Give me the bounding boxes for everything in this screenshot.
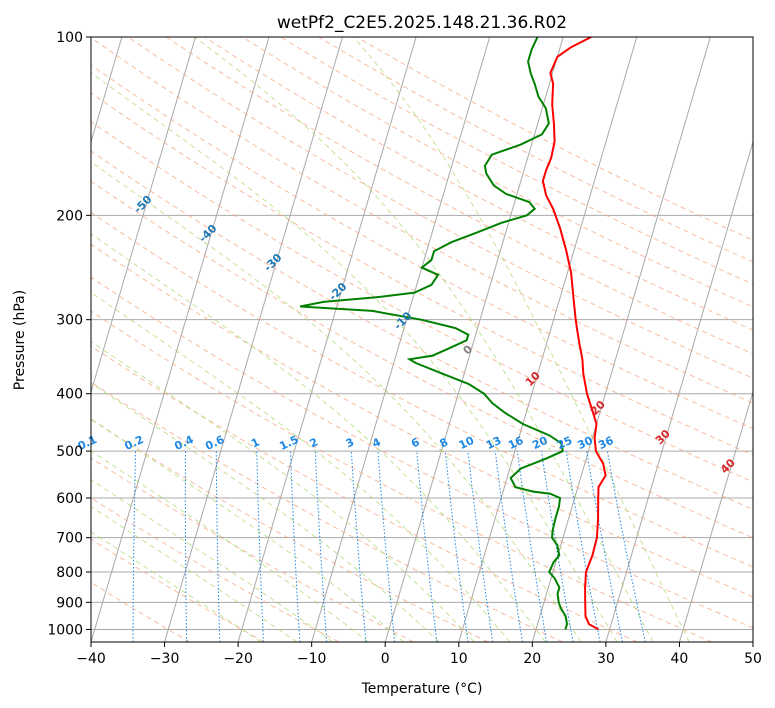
grid-layer — [91, 37, 753, 642]
moist-adiabat-line — [91, 479, 333, 642]
mixing-ratio-line — [290, 451, 301, 642]
dry-adiabat-line — [91, 345, 638, 642]
moist-adiabat-line — [91, 233, 546, 642]
dry-adiabat-line — [204, 37, 753, 331]
moist-adiabat-line — [91, 450, 369, 642]
dry-adiabat-line — [91, 150, 753, 510]
mixing-ratio-label: 10 — [457, 434, 477, 452]
x-tick-label: −40 — [76, 651, 106, 667]
temperature-profile-line — [541, 37, 607, 631]
dry-adiabat-line — [91, 581, 190, 642]
dewpoint-profile-line — [299, 37, 569, 630]
y-tick-label: 300 — [56, 313, 83, 329]
moist-adiabat-line — [91, 418, 404, 642]
isotherm-line — [237, 37, 417, 642]
moist-adiabat-line — [91, 505, 298, 642]
y-tick-label: 200 — [56, 208, 83, 224]
isotherm-line — [531, 37, 711, 642]
y-tick-label: 400 — [56, 387, 83, 403]
isotherm-line — [164, 37, 344, 642]
y-tick-label: 1000 — [47, 622, 83, 638]
dry-adiabat-line — [91, 92, 753, 456]
isotherm-line — [91, 37, 270, 642]
moist-adiabat-line — [91, 531, 262, 642]
y-tick-label: 700 — [56, 531, 83, 547]
mixing-ratio-label: 20 — [530, 434, 550, 452]
mixing-ratio-line — [215, 451, 221, 642]
mixing-ratio-label: 25 — [555, 434, 574, 452]
x-tick-label: 10 — [450, 651, 468, 667]
mixing-ratio-label: 13 — [484, 434, 503, 452]
y-tick-label: 600 — [56, 491, 83, 507]
y-axis-label: Pressure (hPa) — [12, 290, 28, 390]
mixing-ratio-line — [377, 451, 396, 642]
axes-layer: −40 −30 −20 −10 0 10 20 30 40 50 1000 900 800 700 600 5… — [47, 30, 762, 667]
curves-layer — [299, 37, 607, 631]
dry-adiabat-line — [91, 243, 753, 598]
mixing-ratio-label: 16 — [506, 434, 526, 452]
dry-adiabat-line — [91, 310, 713, 642]
y-tick-label: 900 — [56, 595, 83, 611]
x-tick-label: −30 — [150, 651, 180, 667]
dry-adiabat-line — [91, 276, 753, 629]
dry-adiabat-line — [280, 37, 753, 285]
x-tick-label: 50 — [744, 651, 762, 667]
chart-title: wetPf2_C2E5.2025.148.21.36.R02 — [277, 13, 567, 33]
mixing-ratio-line — [256, 451, 264, 642]
mixing-ratio-line — [606, 451, 646, 642]
mixing-ratio-line — [132, 451, 137, 642]
mixing-ratio-label: 36 — [596, 434, 616, 452]
x-tick-label: −20 — [223, 651, 253, 667]
dry-adiabat-line — [165, 37, 753, 355]
dry-adiabat-line — [91, 457, 414, 642]
x-tick-label: 20 — [523, 651, 541, 667]
x-tick-label: 30 — [597, 651, 615, 667]
isotherm-line — [678, 390, 753, 642]
moist-adiabat-line — [91, 340, 475, 642]
x-tick-label: 40 — [670, 651, 688, 667]
x-tick-label: −10 — [297, 651, 327, 667]
mixing-ratio-line — [314, 451, 328, 642]
moist-adiabat-line — [91, 161, 582, 642]
mixing-ratio-label: 30 — [575, 434, 595, 452]
isotherm-line — [458, 37, 638, 642]
mixing-ratio-line — [416, 451, 438, 642]
dry-adiabat-line — [91, 538, 265, 642]
moist-adiabat-line — [91, 382, 440, 642]
x-axis-label: Temperature (°C) — [361, 681, 483, 697]
dry-adiabat-line — [91, 211, 753, 568]
plot-frame — [90, 36, 754, 643]
y-tick-label: 800 — [56, 565, 83, 581]
dry-adiabat-line — [91, 381, 563, 642]
y-tick-label: 500 — [56, 444, 83, 460]
moist-adiabat-line — [91, 291, 511, 642]
mixing-ratio-line — [350, 451, 367, 642]
isotherm-line — [91, 37, 196, 394]
isotherm-line — [91, 37, 123, 144]
y-tick-label: 100 — [56, 30, 83, 46]
moist-adiabat-line — [353, 37, 690, 642]
isotherm-line — [605, 140, 753, 642]
dry-adiabat-line — [91, 37, 753, 404]
x-tick-label: 0 — [381, 651, 390, 667]
mixing-ratio-line — [184, 451, 188, 642]
moist-adiabat-line — [194, 37, 654, 642]
dry-adiabat-line — [91, 418, 489, 642]
